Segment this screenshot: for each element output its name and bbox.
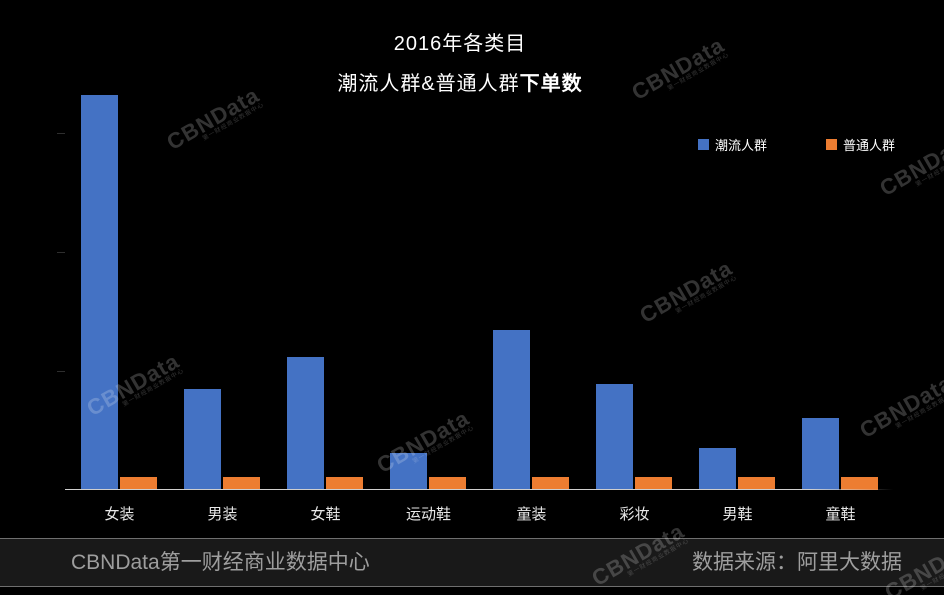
footer-bar: CBNData第一财经商业数据中心 数据来源：阿里大数据: [0, 538, 944, 587]
chart-title-line2: 潮流人群&普通人群下单数: [0, 67, 920, 96]
bar-normal-5: [635, 477, 672, 490]
legend-item-trend: 潮流人群: [698, 135, 767, 153]
chart-title-line2-bold: 下单数: [519, 73, 583, 95]
chart-title: 2016年各类目 潮流人群&普通人群下单数: [0, 27, 920, 96]
bar-normal-7: [841, 477, 878, 490]
legend-label-trend: 潮流人群: [715, 138, 768, 153]
category-label-6: 男鞋: [722, 506, 753, 523]
category-label-5: 彩妆: [619, 506, 650, 523]
legend-label-normal: 普通人群: [843, 138, 896, 153]
category-label-3: 运动鞋: [405, 506, 452, 523]
x-axis-line: [65, 489, 893, 490]
bar-trend-2: [287, 357, 324, 490]
y-axis-tick-2: [57, 371, 65, 372]
bar-normal-4: [532, 477, 569, 490]
legend-swatch-trend-icon: [698, 139, 709, 150]
category-label-4: 童装: [516, 506, 547, 523]
category-label-7: 童鞋: [825, 506, 856, 523]
bar-normal-1: [223, 477, 260, 490]
bar-trend-1: [184, 389, 221, 490]
bar-normal-3: [429, 477, 466, 490]
bar-trend-5: [596, 384, 633, 490]
chart-title-line2-normal: 潮流人群&普通人群: [337, 73, 520, 95]
footer-brand: CBNData第一财经商业数据中心: [71, 551, 370, 574]
bar-trend-0: [81, 95, 118, 490]
category-label-2: 女鞋: [310, 506, 341, 523]
bar-trend-7: [802, 418, 839, 490]
y-axis-tick-0: [57, 133, 65, 134]
bar-trend-6: [699, 448, 736, 490]
y-axis-tick-1: [57, 252, 65, 253]
chart-title-line1: 2016年各类目: [393, 33, 527, 55]
category-label-0: 女装: [104, 506, 135, 523]
bar-normal-2: [326, 477, 363, 490]
bar-normal-0: [120, 477, 157, 490]
bar-trend-4: [493, 330, 530, 490]
bar-normal-6: [738, 477, 775, 490]
legend-item-normal: 普通人群: [826, 135, 895, 153]
bar-trend-3: [390, 453, 427, 490]
category-label-1: 男装: [207, 506, 238, 523]
legend-swatch-normal-icon: [826, 139, 837, 150]
footer-source: 数据来源：阿里大数据: [692, 551, 902, 574]
